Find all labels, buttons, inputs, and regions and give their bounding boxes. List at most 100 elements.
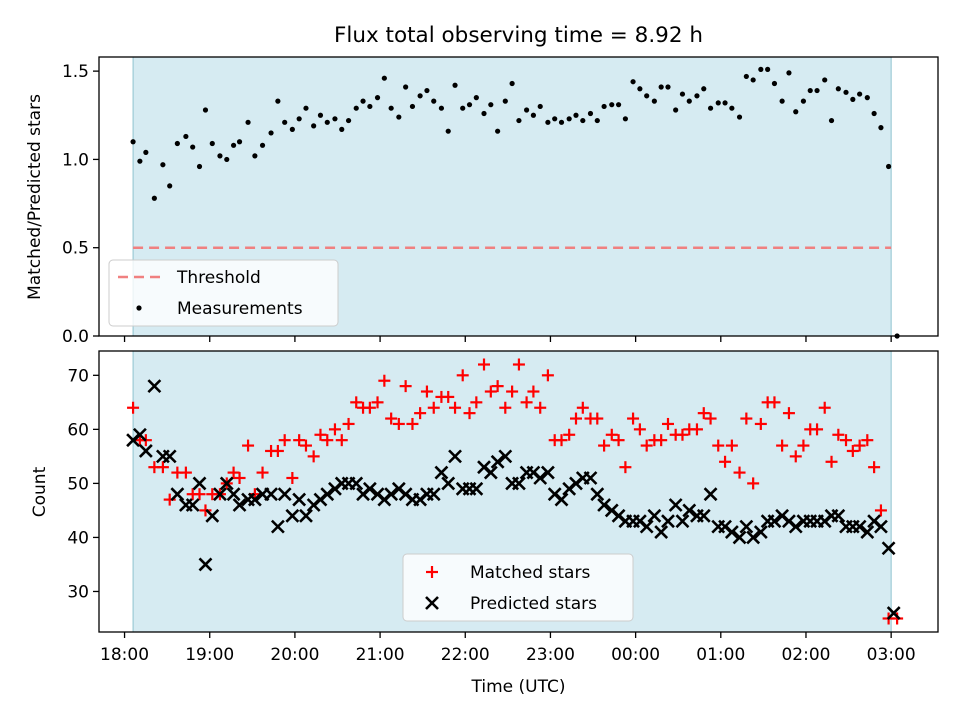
matched-star-marker <box>199 504 212 517</box>
matched-star-marker <box>242 439 255 452</box>
measurement-point <box>245 119 251 125</box>
predicted-star-marker <box>831 508 846 523</box>
matched-star-marker <box>555 434 568 447</box>
predicted-star-marker <box>232 498 247 512</box>
predicted-star-marker <box>732 530 747 545</box>
matched-star-marker <box>470 396 483 409</box>
measurement-point <box>174 140 180 147</box>
measurement-point <box>843 89 849 95</box>
measurement-point <box>743 73 749 80</box>
legend-measurements-swatch <box>136 305 142 311</box>
x-tick-label: 18:00 <box>100 645 149 665</box>
measurement-point <box>431 98 437 104</box>
matched-star-marker <box>156 461 169 474</box>
measurement-point <box>601 103 607 110</box>
x-tick-label: 20:00 <box>270 645 319 665</box>
y-tick-label: 1.0 <box>62 150 89 170</box>
measurement-point <box>409 103 416 110</box>
top-y-ticks: 0.0 0.5 1.0 1.5 <box>62 62 99 347</box>
matched-star-marker <box>846 444 859 457</box>
predicted-star-marker <box>540 465 555 480</box>
predicted-star-marker <box>162 449 177 464</box>
matched-star-marker <box>541 369 554 382</box>
measurement-point <box>303 105 309 111</box>
measurement-point <box>857 91 863 97</box>
measurement-point <box>424 87 430 94</box>
matched-star-marker <box>378 374 391 387</box>
predicted-star-marker <box>682 503 697 518</box>
matched-star-marker <box>861 434 874 447</box>
predicted-star-marker <box>270 519 285 534</box>
y-tick-label: 1.5 <box>62 62 89 82</box>
matched-star-marker <box>414 407 427 420</box>
matched-star-marker <box>256 466 269 479</box>
measurement-point <box>417 93 423 99</box>
measurement-point <box>694 93 700 99</box>
matched-star-marker <box>633 423 646 436</box>
measurement-point <box>332 116 338 122</box>
measurement-point <box>609 102 615 108</box>
measurement-point <box>374 95 381 101</box>
matched-star-marker <box>569 412 582 425</box>
matched-star-marker <box>278 434 291 447</box>
predicted-star-marker <box>441 476 456 491</box>
predicted-star-marker <box>349 476 364 491</box>
measurement-point <box>466 102 473 108</box>
bottom-x-ticks: 18:00 19:00 20:00 21:00 22:00 23:00 00:00 01:00… <box>100 632 916 665</box>
matched-star-marker <box>832 428 845 441</box>
measurement-point <box>807 87 813 94</box>
matched-star-marker <box>463 407 476 420</box>
matched-star-marker <box>179 466 192 479</box>
predicted-star-marker <box>426 487 441 502</box>
predicted-star-marker <box>533 471 548 485</box>
matched-star-marker <box>449 401 462 414</box>
predicted-star-marker <box>696 508 711 523</box>
predicted-star-marker <box>724 525 739 539</box>
measurement-point <box>317 112 324 118</box>
measurement-point <box>130 139 136 145</box>
bottom-legend: Matched stars Predicted stars <box>402 553 634 622</box>
measurement-point <box>630 79 636 85</box>
matched-star-marker <box>499 401 512 414</box>
measurement-point <box>353 105 359 111</box>
matched-star-marker <box>350 396 363 409</box>
measurement-point <box>236 139 243 145</box>
measurement-point <box>388 105 394 111</box>
measurement-point <box>793 109 799 115</box>
predicted-star-marker <box>185 498 200 512</box>
measurement-point <box>190 144 196 150</box>
matched-star-marker <box>697 407 710 420</box>
matched-star-marker <box>527 385 540 398</box>
measurement-point <box>396 114 402 120</box>
predicted-star-marker <box>219 476 234 491</box>
matched-star-marker <box>591 412 604 425</box>
measurement-point <box>835 86 841 92</box>
measurement-point <box>651 98 657 104</box>
predicted-star-marker <box>170 487 185 502</box>
measurement-point <box>707 105 714 111</box>
bottom-axes-frame <box>98 350 939 633</box>
bottom-panel: 30 40 50 60 70 18:00 19:00 20:00 21:00 22:00 23:0… <box>30 350 939 665</box>
measurement-point <box>786 70 792 76</box>
predicted-star-marker <box>767 514 782 529</box>
y-tick-label: 50 <box>67 474 89 494</box>
measurement-point <box>758 66 764 72</box>
measurement-point <box>715 100 721 106</box>
predicted-star-marker <box>483 465 498 480</box>
measurement-point <box>460 105 466 111</box>
measurement-point <box>822 77 828 83</box>
matched-star-marker <box>427 401 440 414</box>
matched-star-marker <box>271 444 284 457</box>
measurement-point <box>259 142 266 148</box>
measurement-point <box>665 84 671 90</box>
predicted-star-marker <box>138 444 153 458</box>
top-x-ticks <box>123 336 892 342</box>
measurement-point <box>502 98 508 104</box>
legend-measurements-label: Measurements <box>177 299 303 319</box>
matched-star-marker <box>363 401 376 414</box>
measurement-point <box>885 163 892 170</box>
predicted-star-marker <box>469 481 484 496</box>
measurement-point <box>324 119 330 125</box>
top-axes-frame <box>98 56 939 337</box>
x-tick-label: 00:00 <box>611 645 660 665</box>
